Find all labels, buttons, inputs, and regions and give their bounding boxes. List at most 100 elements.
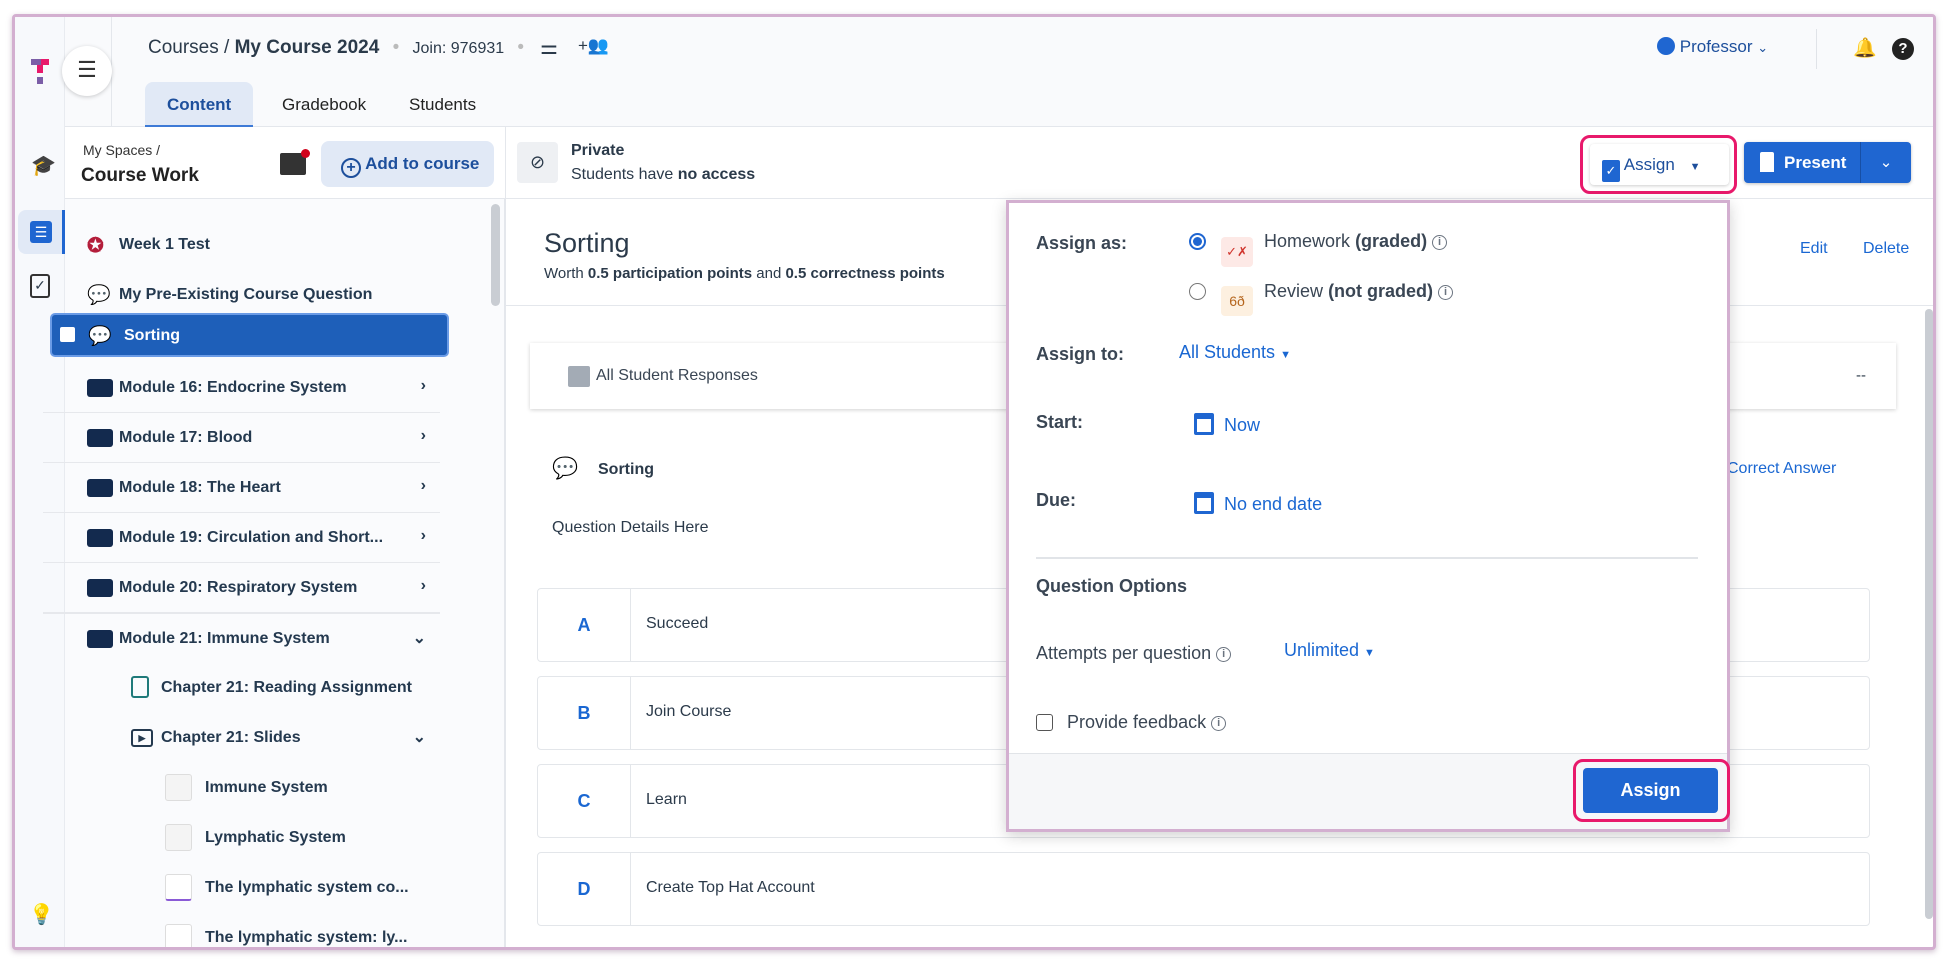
add-to-course-button[interactable]: + Add to course <box>321 141 494 187</box>
info-icon[interactable]: i <box>1216 646 1232 662</box>
main-scrollbar[interactable] <box>1925 309 1933 919</box>
slide-thumbnail <box>165 824 192 851</box>
slide-thumbnail <box>165 774 192 801</box>
lightbulb-icon[interactable]: 💡 <box>29 904 54 926</box>
attempts-dropdown[interactable]: Unlimited ▼ <box>1284 640 1375 660</box>
folder-icon <box>87 479 113 497</box>
assign-dropdown-button[interactable]: ✓ Assign ▼ <box>1590 144 1729 185</box>
tree-folder[interactable]: Module 17: Blood › <box>43 413 440 463</box>
homework-icon: ✓✗ <box>1221 237 1254 267</box>
tophat-logo <box>31 59 49 84</box>
answer-row: D Create Top Hat Account <box>537 852 1870 926</box>
radio-selected[interactable] <box>1189 233 1206 250</box>
tree-folder-expanded[interactable]: Module 21: Immune System ⌄ <box>43 613 440 663</box>
chevron-down-icon: ⌄ <box>412 729 426 746</box>
tree-folder[interactable]: Module 20: Respiratory System › <box>43 563 440 613</box>
tree-item-reading[interactable]: Chapter 21: Reading Assignment <box>43 663 440 713</box>
radio-review[interactable]: 6ð Review (not graded) i <box>1189 281 1454 316</box>
tab-students[interactable]: Students <box>409 95 477 114</box>
question-name: Sorting <box>598 461 654 478</box>
assign-to-dropdown[interactable]: All Students ▼ <box>1179 342 1291 362</box>
start-date-picker[interactable]: Now <box>1194 413 1260 436</box>
tree-item-test[interactable]: ✪ Week 1 Test <box>87 235 211 257</box>
tree-item-slide[interactable]: Lymphatic System <box>43 813 440 863</box>
tab-content[interactable]: Content <box>145 82 254 128</box>
info-icon[interactable]: i <box>1432 234 1448 250</box>
folder-icon <box>87 379 113 397</box>
attempts-label: Attempts per question i <box>1036 643 1232 664</box>
provide-feedback-option[interactable]: Provide feedback i <box>1036 712 1227 733</box>
tree-item-question[interactable]: 💬 My Pre-Existing Course Question <box>87 285 373 306</box>
tree-item-slide[interactable]: The lymphatic system co... <box>43 863 440 913</box>
folder-icon <box>87 579 113 597</box>
folder-open-icon <box>87 630 113 648</box>
plus-circle-icon: + <box>341 158 361 178</box>
tree-folder[interactable]: Module 16: Endocrine System › <box>43 363 440 413</box>
rail-item-content[interactable]: ☰ <box>18 210 65 254</box>
clipboard-check-icon: ✓ <box>1602 160 1620 182</box>
question-details: Question Details Here <box>552 519 709 536</box>
info-icon[interactable]: i <box>1438 284 1454 300</box>
radio-homework[interactable]: ✓✗ Homework (graded) i <box>1189 231 1448 267</box>
question-bubble-icon: 💬 <box>87 285 111 306</box>
present-button-group: Present ⌄ <box>1744 142 1911 183</box>
present-options-button[interactable]: ⌄ <box>1860 142 1911 183</box>
clipboard-check-icon[interactable]: ✓ <box>30 274 50 298</box>
points-summary: Worth 0.5 participation points and 0.5 c… <box>544 265 945 282</box>
panel-title: Course Work <box>81 165 199 186</box>
due-date-picker[interactable]: No end date <box>1194 492 1322 515</box>
info-icon[interactable]: i <box>1211 715 1227 731</box>
chevron-right-icon: › <box>420 477 426 494</box>
tree-folder[interactable]: Module 18: The Heart › <box>43 463 440 513</box>
tree-scrollbar[interactable] <box>491 204 500 306</box>
tree-item-slide[interactable]: Immune System <box>43 763 440 813</box>
tree-item-slide[interactable]: The lymphatic system: ly... <box>43 913 440 947</box>
chevron-down-icon: ⌄ <box>412 630 426 647</box>
chevron-right-icon: › <box>420 427 426 444</box>
slide-thumbnail <box>165 874 192 901</box>
course-name: My Course 2024 <box>234 37 380 58</box>
submit-highlight <box>1573 759 1730 822</box>
person-icon <box>568 366 590 387</box>
app-window: ☰ Courses / My Course 2024 • Join: 97693… <box>12 14 1936 950</box>
visibility-title: Private <box>571 142 625 159</box>
graduation-cap-icon[interactable]: 🎓 <box>31 155 56 177</box>
tree-folder[interactable]: Module 19: Circulation and Short... › <box>43 513 440 563</box>
help-icon[interactable]: ? <box>1892 38 1914 60</box>
spaces-breadcrumb[interactable]: My Spaces / <box>83 142 161 158</box>
caret-down-icon: ▼ <box>1364 647 1375 659</box>
assign-submit-button[interactable]: Assign <box>1583 768 1718 813</box>
calendar-icon <box>1194 492 1214 514</box>
bell-icon[interactable]: 🔔 <box>1853 38 1877 59</box>
folder-icon <box>87 429 113 447</box>
chevron-down-icon: ⌄ <box>1879 154 1893 171</box>
glasses-icon: 6ð <box>1221 286 1254 316</box>
top-header <box>15 17 1933 127</box>
tab-gradebook[interactable]: Gradebook <box>282 95 367 114</box>
list-icon: ☰ <box>30 221 52 243</box>
breadcrumb-courses[interactable]: Courses <box>148 37 219 58</box>
menu-button[interactable]: ☰ <box>62 46 112 96</box>
left-rail <box>15 17 65 947</box>
tree-item-sorting-selected[interactable]: 💬 Sorting <box>50 313 449 357</box>
settings-sliders-icon[interactable]: ⚌ <box>540 37 558 59</box>
slides-icon: ▶ <box>131 729 153 747</box>
radio-unselected[interactable] <box>1189 283 1206 300</box>
question-options-heading: Question Options <box>1036 576 1187 596</box>
present-button[interactable]: Present <box>1744 142 1860 183</box>
join-code: Join: 976931 <box>412 40 505 57</box>
select-checkbox[interactable] <box>60 327 75 342</box>
user-menu[interactable]: Professor ⌄ <box>1657 37 1768 57</box>
chevron-right-icon: › <box>420 377 426 394</box>
edit-link[interactable]: Edit <box>1800 240 1828 257</box>
document-icon <box>131 676 149 698</box>
calendar-icon <box>1194 413 1214 435</box>
test-badge-icon: ✪ <box>87 235 104 257</box>
assign-highlight <box>1580 135 1737 194</box>
delete-link[interactable]: Delete <box>1863 240 1910 257</box>
feedback-checkbox[interactable] <box>1036 714 1053 731</box>
book-icon[interactable] <box>280 149 310 175</box>
correct-answer-toggle[interactable]: Correct Answer <box>1727 460 1837 477</box>
tree-item-slides[interactable]: ▶ Chapter 21: Slides ⌄ <box>43 713 440 763</box>
add-people-icon[interactable]: +👥 <box>578 36 610 55</box>
